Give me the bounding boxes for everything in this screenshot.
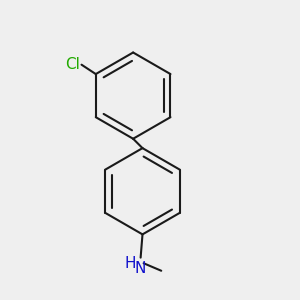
Text: Cl: Cl [65,57,80,72]
Text: N: N [135,261,146,276]
Text: H: H [124,256,136,271]
